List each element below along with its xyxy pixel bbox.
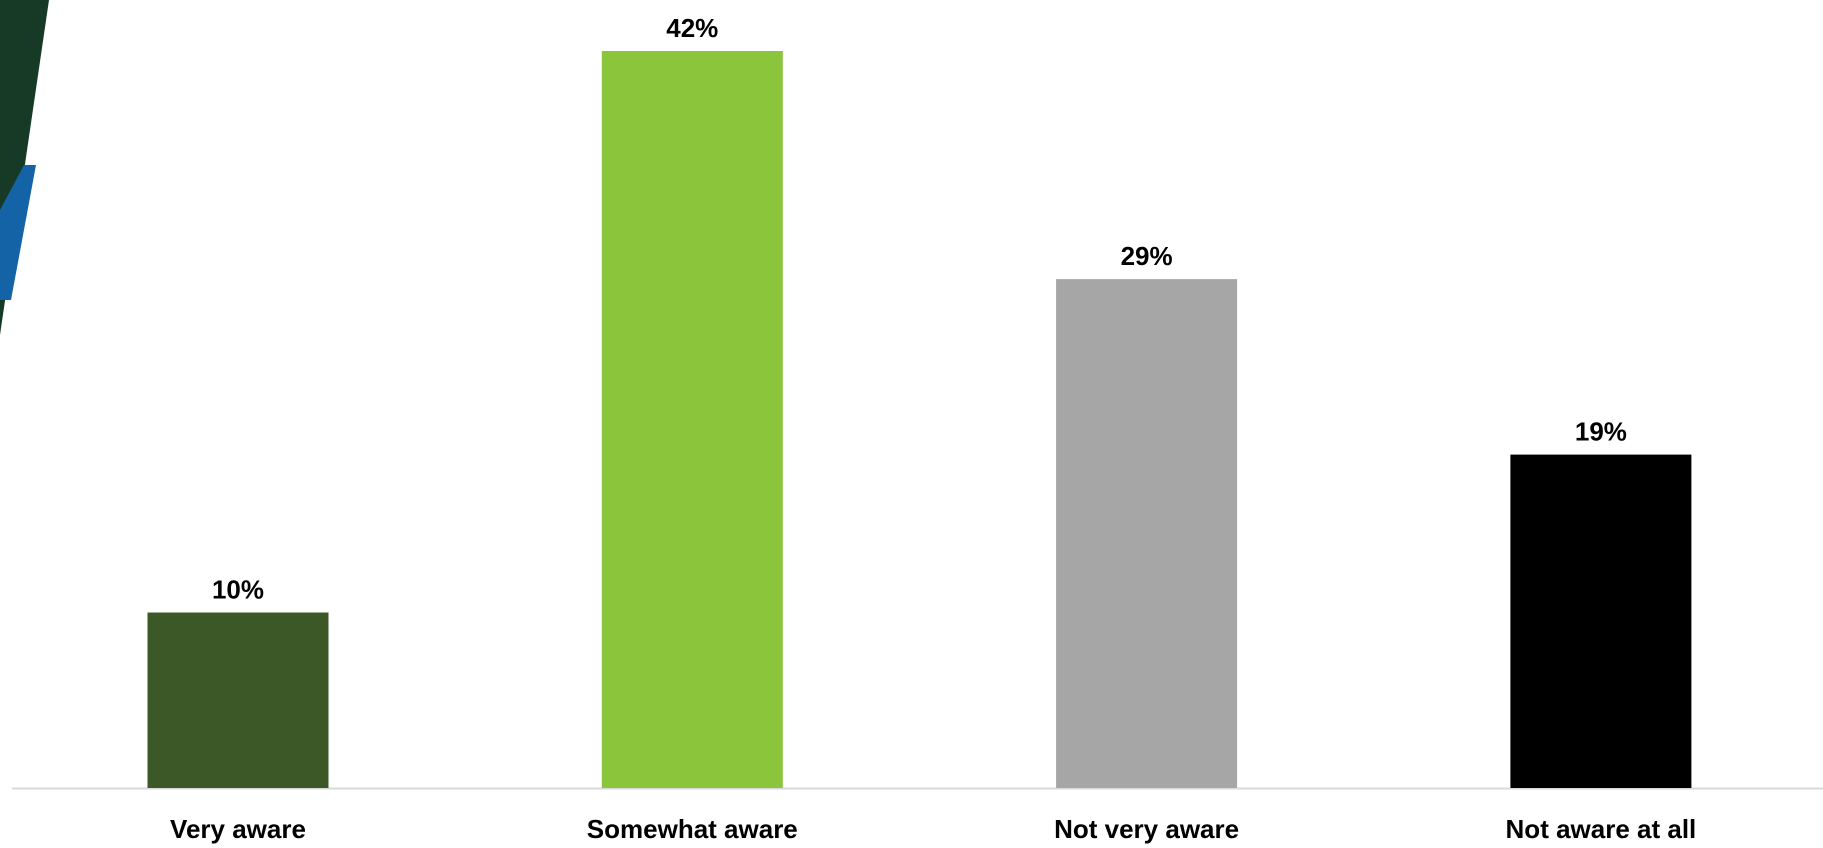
bar <box>1510 454 1692 788</box>
x-tick-label: Somewhat aware <box>587 814 798 844</box>
bar <box>1056 279 1238 788</box>
x-tick-label: Very aware <box>170 814 306 844</box>
bar <box>601 51 783 788</box>
value-label: 42% <box>666 13 718 43</box>
value-label: 29% <box>1121 241 1173 271</box>
x-tick-label: Not aware at all <box>1506 814 1697 844</box>
bar <box>147 612 329 788</box>
value-label: 19% <box>1575 417 1627 447</box>
x-tick-label: Not very aware <box>1054 814 1239 844</box>
value-label: 10% <box>212 575 264 605</box>
corner-decoration-blue <box>0 165 36 300</box>
